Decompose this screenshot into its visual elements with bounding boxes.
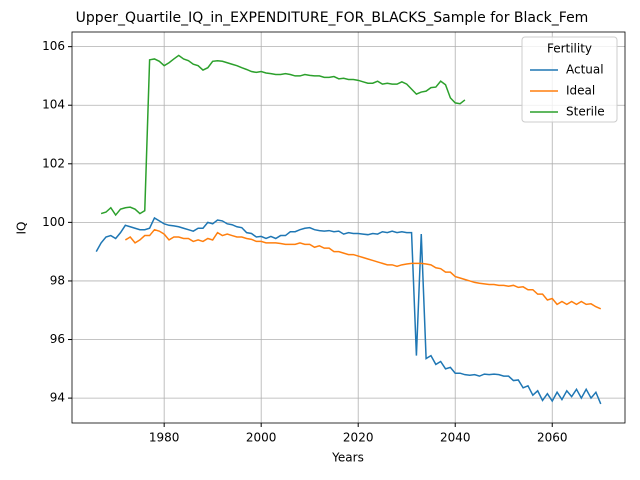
x-tick-label: 1980 — [149, 431, 180, 445]
y-tick-label: 96 — [50, 332, 65, 346]
line-series — [124, 228, 602, 310]
line-series — [95, 216, 602, 405]
legend-label: Sterile — [566, 105, 605, 119]
y-tick-label: 106 — [42, 39, 65, 53]
x-tick-label: 2020 — [343, 431, 374, 445]
line-series — [100, 54, 466, 217]
legend-label: Actual — [566, 63, 604, 77]
y-tick-label: 102 — [42, 156, 65, 170]
chart-title: Upper_Quartile_IQ_in_EXPENDITURE_FOR_BLA… — [76, 10, 589, 26]
y-tick-label: 104 — [42, 98, 65, 112]
legend-box — [521, 36, 618, 123]
x-tick-label: 2060 — [537, 431, 568, 445]
y-tick-label: 100 — [42, 215, 65, 229]
y-axis-label: IQ — [15, 222, 29, 235]
x-tick-label: 2040 — [440, 431, 471, 445]
y-tick-label: 98 — [50, 273, 65, 287]
legend-label: Ideal — [566, 84, 595, 98]
x-axis-label: Years — [331, 451, 364, 465]
x-tick-label: 2000 — [246, 431, 277, 445]
y-tick-label: 94 — [50, 391, 65, 405]
legend-title: Fertility — [547, 42, 592, 56]
plot-frame — [71, 31, 626, 424]
